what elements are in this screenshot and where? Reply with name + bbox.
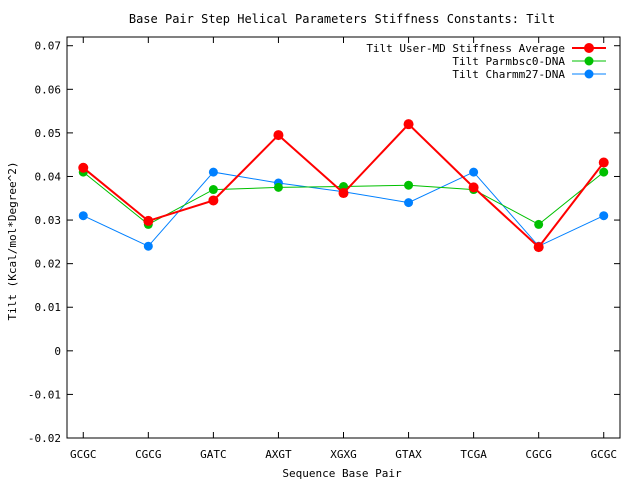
legend-marker	[584, 69, 594, 79]
data-point	[598, 157, 609, 168]
data-point	[143, 241, 153, 251]
y-tick-label: 0.03	[35, 214, 62, 227]
data-point	[78, 211, 88, 221]
y-tick-label: 0	[54, 345, 61, 358]
data-point	[534, 219, 544, 229]
legend-marker	[584, 43, 594, 53]
data-point	[208, 167, 218, 177]
chart-title: Base Pair Step Helical Parameters Stiffn…	[129, 12, 555, 26]
series-layer	[78, 119, 609, 253]
data-point	[404, 198, 414, 208]
data-point	[143, 215, 154, 226]
data-point	[468, 182, 479, 193]
data-point	[403, 119, 414, 130]
y-tick-label: 0.07	[35, 40, 62, 53]
data-point	[404, 180, 414, 190]
legend-label: Tilt Charmm27-DNA	[452, 68, 565, 81]
data-point	[208, 185, 218, 195]
data-point	[273, 130, 284, 141]
y-tick-label: 0.05	[35, 127, 62, 140]
x-tick-label: CGCG	[525, 448, 552, 461]
y-axis-label: Tilt (Kcal/mol*Degree^2)	[6, 162, 19, 321]
legend-label: Tilt User-MD Stiffness Average	[366, 42, 565, 55]
legend-marker	[584, 56, 594, 66]
y-tick-label: 0.04	[35, 170, 62, 183]
y-tick-label: 0.06	[35, 83, 62, 96]
legend-label: Tilt Parmbsc0-DNA	[452, 55, 565, 68]
y-tick-label: 0.02	[35, 258, 62, 271]
axis-ticks: -0.02 -0.01 0 0.01 0.02 0.03 0.04 0.05 0.06 0.07 G…	[28, 37, 620, 461]
data-point	[599, 167, 609, 177]
x-tick-label: GCGC	[590, 448, 617, 461]
x-tick-label: GATC	[200, 448, 227, 461]
x-axis-label: Sequence Base Pair	[282, 467, 402, 480]
data-point	[469, 167, 479, 177]
y-tick-label: -0.01	[28, 388, 61, 401]
data-point	[599, 211, 609, 221]
y-tick-label: 0.01	[35, 301, 62, 314]
data-point	[78, 162, 89, 173]
series-0	[78, 119, 609, 253]
data-point	[533, 242, 544, 253]
x-tick-label: GTAX	[395, 448, 422, 461]
x-tick-label: CGCG	[135, 448, 162, 461]
data-point	[338, 188, 349, 199]
y-tick-label: -0.02	[28, 432, 61, 445]
data-point	[273, 182, 283, 192]
x-tick-label: XGXG	[330, 448, 357, 461]
x-tick-label: TCGA	[460, 448, 487, 461]
x-tick-label: GCGC	[70, 448, 97, 461]
data-point	[208, 195, 219, 206]
plot-frame	[66, 36, 621, 439]
series-1	[78, 167, 609, 229]
x-tick-label: AXGT	[265, 448, 292, 461]
